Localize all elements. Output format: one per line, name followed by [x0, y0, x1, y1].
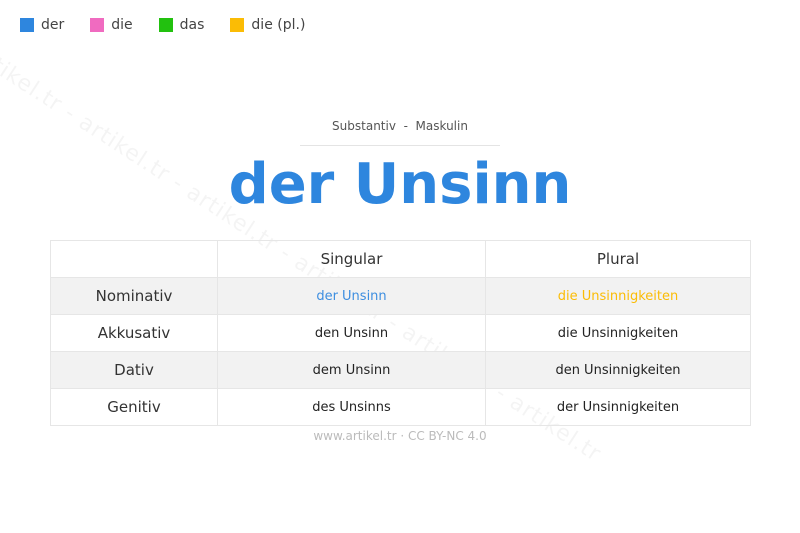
- legend-label: die: [111, 17, 133, 33]
- case-label: Akkusativ: [50, 314, 218, 352]
- legend-item-das: das: [158, 17, 205, 33]
- color-swatch-icon: [20, 18, 34, 32]
- color-swatch-icon: [90, 18, 105, 32]
- singular-form: des Unsinns: [217, 388, 486, 426]
- table-row: Genitiv des Unsinns der Unsinnigkeiten: [50, 388, 751, 426]
- page-title: der Unsinn: [228, 152, 572, 217]
- singular-form: den Unsinn: [217, 314, 486, 352]
- header-plural: Plural: [485, 240, 751, 278]
- singular-form: dem Unsinn: [217, 351, 486, 389]
- table-header-row: Singular Plural: [50, 240, 751, 278]
- footer-credit: www.artikel.tr · CC BY-NC 4.0: [313, 429, 487, 443]
- table-row: Akkusativ den Unsinn die Unsinnigkeiten: [50, 314, 751, 352]
- legend-item-der: der: [20, 17, 64, 33]
- header-singular: Singular: [217, 240, 486, 278]
- case-label: Genitiv: [50, 388, 218, 426]
- plural-form: die Unsinnigkeiten: [485, 277, 751, 315]
- plural-form: der Unsinnigkeiten: [485, 388, 751, 426]
- case-label: Nominativ: [50, 277, 218, 315]
- table-row: Nominativ der Unsinn die Unsinnigkeiten: [50, 277, 751, 315]
- plural-form: den Unsinnigkeiten: [485, 351, 751, 389]
- legend-item-die: die: [90, 17, 133, 33]
- case-label: Dativ: [50, 351, 218, 389]
- header-empty: [50, 240, 218, 278]
- divider: [300, 145, 500, 146]
- word-type: Substantiv - Maskulin: [332, 119, 468, 133]
- legend-item-plural: die (pl.): [230, 17, 305, 33]
- legend-label: das: [179, 17, 205, 33]
- singular-form: der Unsinn: [217, 277, 486, 315]
- color-swatch-icon: [230, 18, 245, 32]
- gender-legend: der die das die (pl.): [20, 17, 305, 33]
- plural-form: die Unsinnigkeiten: [485, 314, 751, 352]
- legend-label: die (pl.): [251, 17, 306, 33]
- color-swatch-icon: [158, 18, 173, 32]
- table-row: Dativ dem Unsinn den Unsinnigkeiten: [50, 351, 751, 389]
- declension-table: Singular Plural Nominativ der Unsinn die…: [50, 240, 751, 426]
- legend-label: der: [41, 17, 65, 33]
